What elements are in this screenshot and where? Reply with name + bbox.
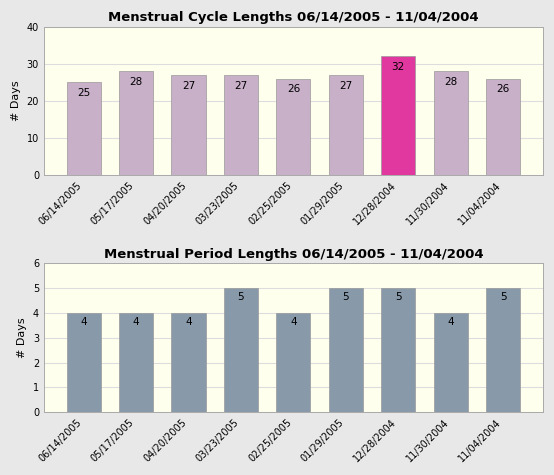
Bar	[329, 288, 363, 412]
Text: 4: 4	[185, 317, 192, 327]
Text: 27: 27	[339, 81, 352, 91]
Bar	[276, 79, 310, 175]
Bar	[486, 288, 520, 412]
Bar	[434, 71, 468, 175]
Text: 4: 4	[290, 317, 297, 327]
Y-axis label: # Days: # Days	[11, 81, 21, 122]
Bar	[66, 83, 101, 175]
Title: Menstrual Period Lengths 06/14/2005 - 11/04/2004: Menstrual Period Lengths 06/14/2005 - 11…	[104, 248, 483, 261]
Text: 4: 4	[448, 317, 454, 327]
Bar	[381, 57, 416, 175]
Bar	[329, 75, 363, 175]
Bar	[172, 313, 206, 412]
Bar	[119, 313, 153, 412]
Text: 4: 4	[133, 317, 140, 327]
Text: 26: 26	[496, 85, 510, 95]
Bar	[276, 313, 310, 412]
Text: 32: 32	[392, 62, 405, 72]
Text: 5: 5	[342, 292, 349, 302]
Text: 5: 5	[238, 292, 244, 302]
Text: 25: 25	[77, 88, 90, 98]
Y-axis label: # Days: # Days	[17, 318, 27, 358]
Text: 5: 5	[500, 292, 506, 302]
Bar	[224, 288, 258, 412]
Text: 4: 4	[80, 317, 87, 327]
Bar	[224, 75, 258, 175]
Bar	[66, 313, 101, 412]
Text: 27: 27	[182, 81, 195, 91]
Bar	[381, 288, 416, 412]
Text: 27: 27	[234, 81, 248, 91]
Text: 5: 5	[395, 292, 402, 302]
Bar	[172, 75, 206, 175]
Text: 26: 26	[287, 85, 300, 95]
Text: 28: 28	[130, 77, 143, 87]
Title: Menstrual Cycle Lengths 06/14/2005 - 11/04/2004: Menstrual Cycle Lengths 06/14/2005 - 11/…	[108, 11, 479, 24]
Bar	[486, 79, 520, 175]
Bar	[119, 71, 153, 175]
Bar	[434, 313, 468, 412]
Text: 28: 28	[444, 77, 458, 87]
